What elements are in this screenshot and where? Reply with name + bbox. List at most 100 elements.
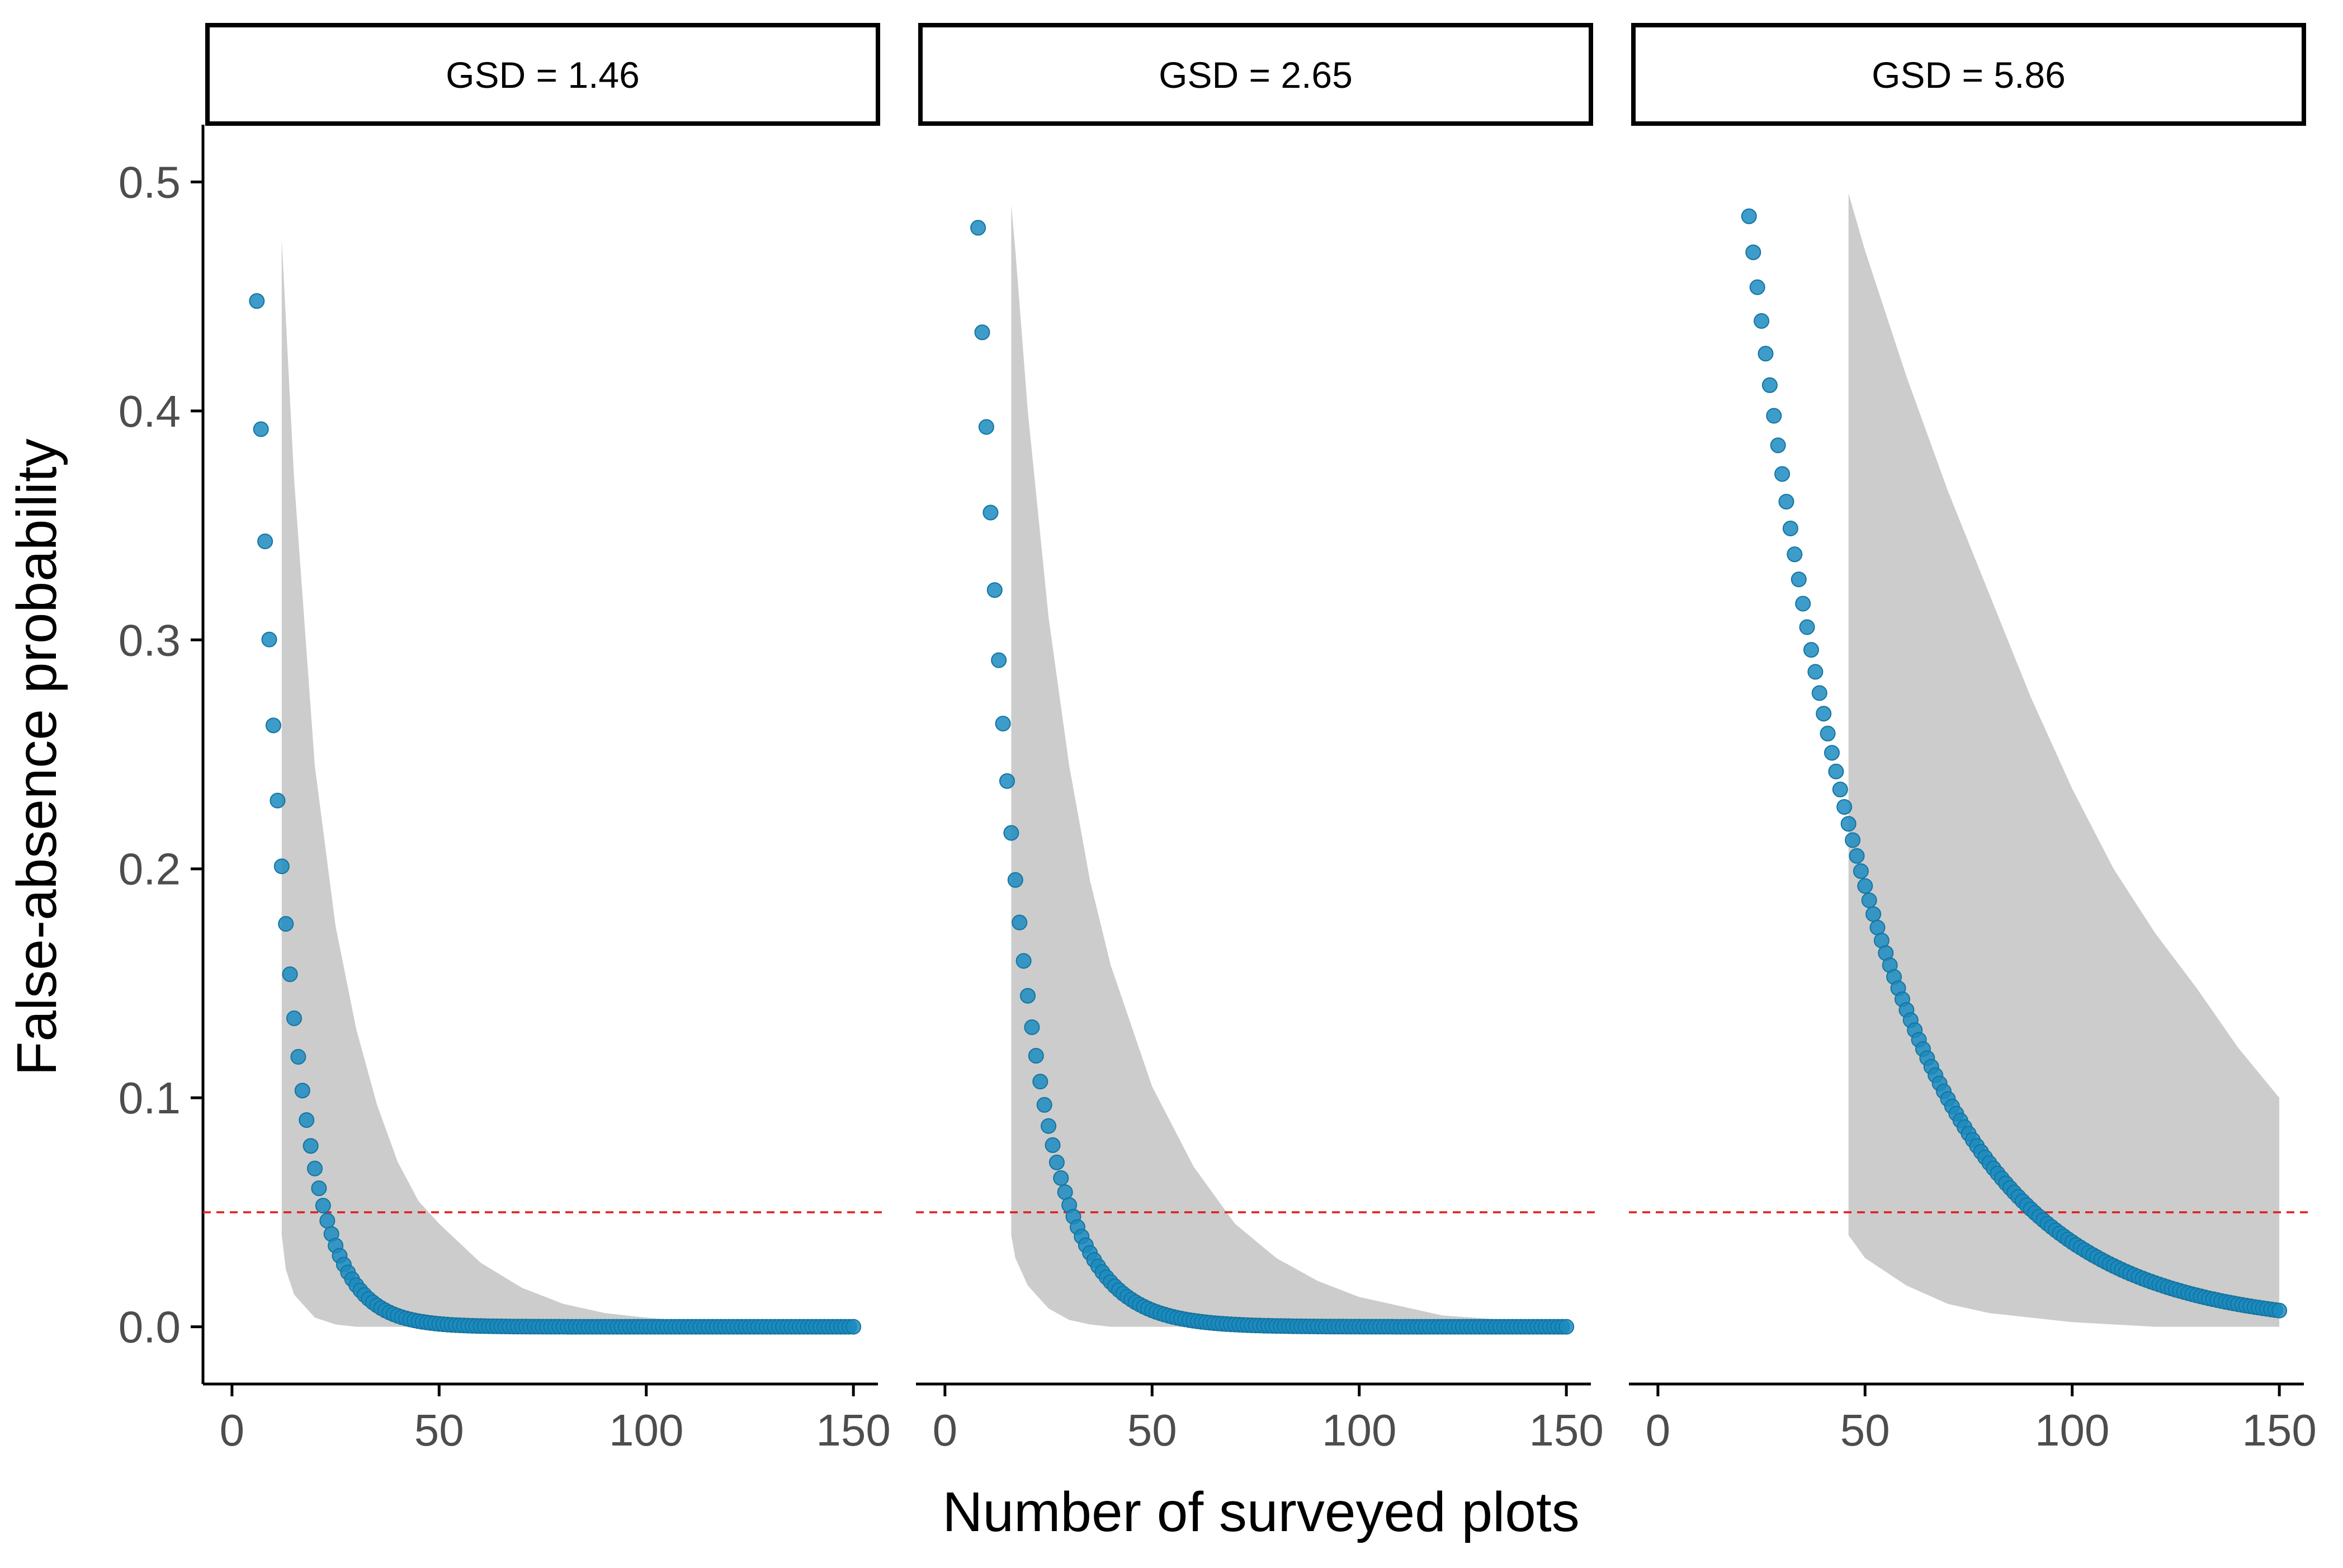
data-point-p3-x41 <box>1820 725 1836 742</box>
data-point-p1-x6 <box>249 293 265 309</box>
data-point-p1-x14 <box>282 966 298 983</box>
y-tick-label-1: 0.1 <box>119 1073 181 1123</box>
data-point-p3-x22 <box>1741 208 1757 224</box>
y-tick-label-3: 0.3 <box>119 615 181 665</box>
data-point-p2-x22 <box>1028 1048 1044 1064</box>
panel-3: GSD = 5.86 0 50 100 150 <box>1629 23 2317 1455</box>
data-point-p2-x25 <box>1041 1118 1057 1134</box>
x-axis-title: Number of surveyed plots <box>942 1481 1579 1543</box>
x-tick-label-p3-2: 100 <box>2035 1405 2109 1455</box>
data-point-p3-x34 <box>1791 572 1807 588</box>
x-tick-label-p1-1: 50 <box>414 1405 464 1455</box>
y-axis-title: False-absence probability <box>6 438 68 1076</box>
data-point-p2-x8 <box>970 220 986 236</box>
data-point-p3-x150 <box>2271 1302 2288 1319</box>
data-point-p2-x10 <box>978 419 994 435</box>
y-tick-label-4: 0.4 <box>119 386 181 436</box>
data-point-p2-x16 <box>1003 825 1019 841</box>
data-point-p1-x11 <box>270 792 286 809</box>
data-point-p1-x20 <box>307 1160 323 1177</box>
data-point-p1-x16 <box>290 1049 306 1065</box>
data-point-p2-x12 <box>986 582 1003 598</box>
y-tick-label-0: 0.0 <box>119 1302 181 1352</box>
data-point-p3-x26 <box>1758 346 1774 362</box>
data-point-p3-x28 <box>1766 408 1782 424</box>
data-point-p3-x25 <box>1754 313 1770 329</box>
data-point-p1-x8 <box>257 533 273 550</box>
x-tick-label-p1-0: 0 <box>220 1405 245 1455</box>
data-point-p3-x30 <box>1774 466 1791 482</box>
data-point-p3-x48 <box>1849 848 1865 864</box>
data-point-p2-x27 <box>1048 1154 1065 1170</box>
x-tick-label-p1-2: 100 <box>609 1405 683 1455</box>
data-point-p3-x31 <box>1778 494 1794 510</box>
confidence-band-1 <box>281 239 854 1327</box>
x-tick-label-p3-0: 0 <box>1646 1405 1671 1455</box>
data-point-p1-x18 <box>299 1112 315 1128</box>
data-point-p1-x15 <box>286 1010 302 1026</box>
data-point-p3-x33 <box>1787 546 1803 563</box>
data-point-p3-x40 <box>1816 706 1832 722</box>
data-point-p2-x9 <box>974 324 990 341</box>
data-point-p3-x37 <box>1803 642 1819 658</box>
x-tick-label-p2-1: 50 <box>1127 1405 1177 1455</box>
data-point-p1-x17 <box>294 1083 310 1099</box>
x-tick-label-p1-3: 150 <box>816 1405 890 1455</box>
x-tick-label-p2-2: 100 <box>1322 1405 1396 1455</box>
data-point-p3-x44 <box>1832 781 1848 797</box>
data-point-p1-x9 <box>261 631 277 648</box>
data-point-p3-x46 <box>1840 816 1857 832</box>
data-point-p1-x21 <box>311 1180 327 1196</box>
data-point-p2-x24 <box>1036 1097 1052 1113</box>
data-point-p3-x47 <box>1845 832 1861 848</box>
data-point-p1-x12 <box>273 858 290 875</box>
panel-strip-label-3: GSD = 5.86 <box>1872 54 2066 96</box>
y-tick-label-2: 0.2 <box>119 844 181 894</box>
x-tick-label-p3-1: 50 <box>1840 1405 1890 1455</box>
data-point-p2-x21 <box>1024 1019 1040 1035</box>
data-point-p2-x18 <box>1012 914 1028 931</box>
data-point-p1-x23 <box>319 1213 336 1229</box>
data-point-p3-x53 <box>1869 919 1886 936</box>
data-point-p1-x7 <box>253 421 269 437</box>
data-point-p2-x13 <box>991 652 1007 668</box>
y-tick-label-5: 0.5 <box>119 157 181 207</box>
panel-2: GSD = 2.65 0 50 100 150 <box>916 23 1604 1455</box>
data-point-p3-x38 <box>1807 664 1824 680</box>
panel-strip-1 <box>205 23 880 126</box>
data-point-p2-x23 <box>1032 1074 1048 1090</box>
data-point-p1-x150 <box>845 1319 862 1335</box>
data-point-p2-x28 <box>1053 1170 1069 1186</box>
data-point-p2-x150 <box>1558 1319 1575 1335</box>
data-point-p3-x27 <box>1761 377 1778 393</box>
panel-strip-2 <box>918 23 1593 126</box>
data-point-p2-x15 <box>999 773 1015 789</box>
data-point-p3-x32 <box>1782 521 1798 536</box>
data-point-p2-x11 <box>982 504 999 521</box>
data-point-p3-x23 <box>1745 244 1761 261</box>
x-tick-label-p2-3: 150 <box>1529 1405 1603 1455</box>
panel-1: GSD = 1.46 0 50 100 150 <box>203 23 891 1455</box>
data-point-p3-x43 <box>1828 763 1844 780</box>
data-point-p3-x52 <box>1865 906 1882 922</box>
data-point-p3-x49 <box>1853 863 1869 879</box>
data-point-p1-x22 <box>315 1198 331 1213</box>
data-point-p1-x13 <box>278 916 294 932</box>
panel-strip-3 <box>1631 23 2306 126</box>
data-point-p3-x50 <box>1857 878 1873 894</box>
data-point-p3-x29 <box>1770 437 1786 454</box>
data-point-p3-x35 <box>1795 596 1811 612</box>
x-tick-label-p2-0: 0 <box>933 1405 958 1455</box>
data-point-p2-x26 <box>1045 1137 1061 1153</box>
data-point-p2-x17 <box>1007 872 1023 888</box>
data-point-p3-x36 <box>1799 619 1815 635</box>
data-point-p3-x24 <box>1749 279 1765 295</box>
data-point-p1-x10 <box>265 717 281 734</box>
data-point-p2-x19 <box>1015 953 1032 969</box>
data-point-p3-x45 <box>1836 799 1853 815</box>
panel-strip-label-1: GSD = 1.46 <box>446 54 640 96</box>
data-point-p3-x42 <box>1824 745 1840 761</box>
data-point-p2-x20 <box>1020 988 1036 1004</box>
